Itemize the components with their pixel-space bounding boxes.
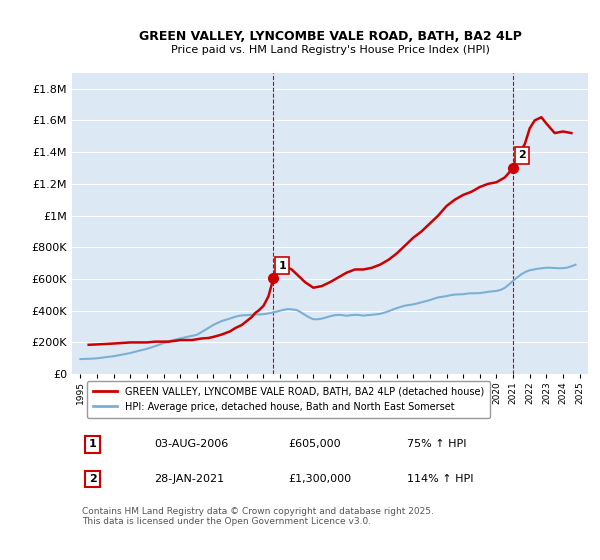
Text: 1: 1 xyxy=(278,260,286,270)
Text: Price paid vs. HM Land Registry's House Price Index (HPI): Price paid vs. HM Land Registry's House … xyxy=(170,45,490,55)
Text: 28-JAN-2021: 28-JAN-2021 xyxy=(155,474,224,484)
Text: 03-AUG-2006: 03-AUG-2006 xyxy=(155,440,229,450)
Text: 2: 2 xyxy=(518,151,526,161)
Text: 114% ↑ HPI: 114% ↑ HPI xyxy=(407,474,474,484)
Text: £605,000: £605,000 xyxy=(289,440,341,450)
Text: GREEN VALLEY, LYNCOMBE VALE ROAD, BATH, BA2 4LP: GREEN VALLEY, LYNCOMBE VALE ROAD, BATH, … xyxy=(139,30,521,43)
Text: £1,300,000: £1,300,000 xyxy=(289,474,352,484)
Legend: GREEN VALLEY, LYNCOMBE VALE ROAD, BATH, BA2 4LP (detached house), HPI: Average p: GREEN VALLEY, LYNCOMBE VALE ROAD, BATH, … xyxy=(87,381,490,418)
Text: Contains HM Land Registry data © Crown copyright and database right 2025.
This d: Contains HM Land Registry data © Crown c… xyxy=(82,507,434,526)
Text: 75% ↑ HPI: 75% ↑ HPI xyxy=(407,440,467,450)
Text: 1: 1 xyxy=(89,440,97,450)
Text: 2: 2 xyxy=(89,474,97,484)
